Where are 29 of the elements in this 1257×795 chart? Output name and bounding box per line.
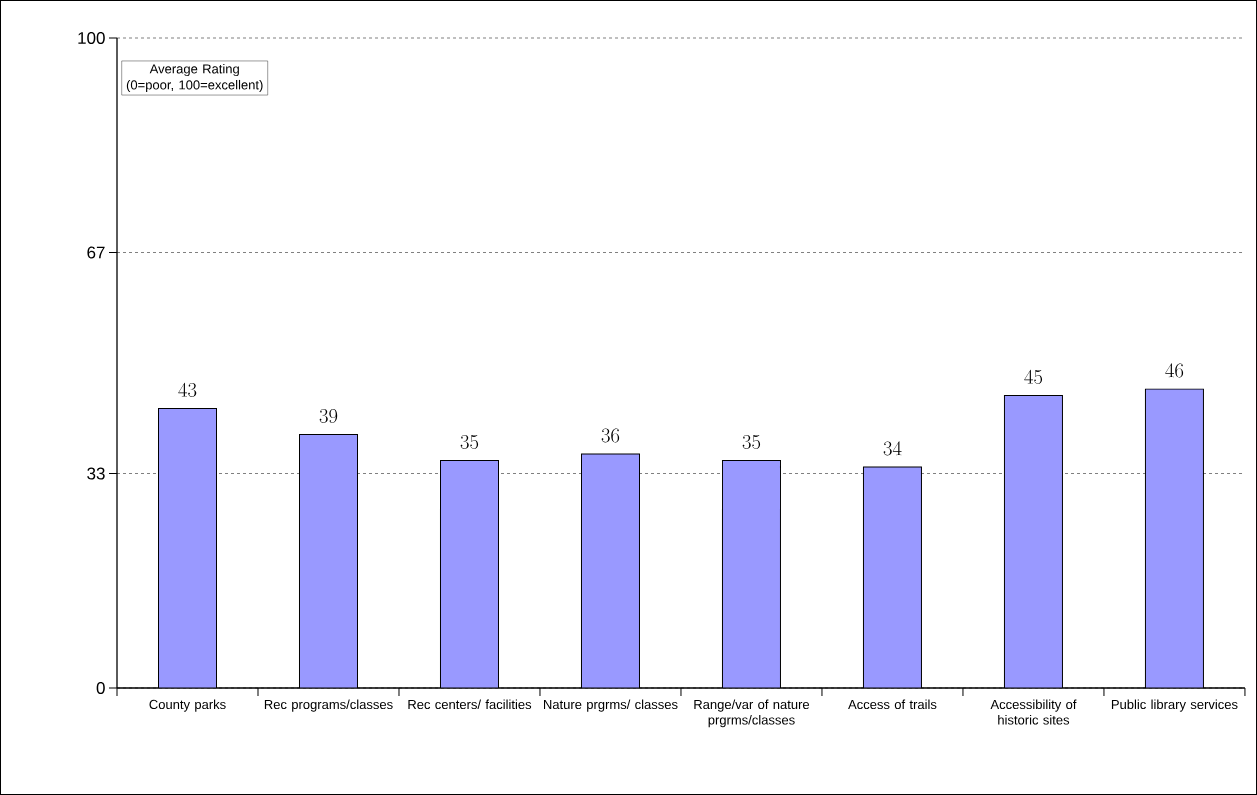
data-label: 45 [1024,369,1043,384]
bar [1144,388,1204,688]
x-tick-label: Rec programs/classes [264,699,393,712]
x-tick-label: Public library services [1111,699,1238,712]
data-label: 36 [601,428,620,443]
bar [158,407,217,688]
bar [1003,395,1063,688]
bar [721,460,781,688]
bar [298,433,358,688]
x-tick-label: Access of trails [848,699,937,710]
x-tick-label: Range/var of nature prgrms/classes [694,699,810,728]
data-label: 43 [178,382,197,397]
x-tick-label: Rec centers/ facilities [408,699,532,710]
bar [862,466,922,688]
data-label: 34 [883,441,902,456]
y-tick-label: 33 [87,467,105,480]
data-label: 35 [460,434,479,449]
y-tick-label: 0 [96,681,105,695]
data-label: 39 [319,408,338,423]
x-tick-label: County parks [149,699,226,712]
y-tick-label: 67 [87,246,105,259]
data-label: 46 [1165,363,1184,378]
bar [580,453,640,688]
x-tick-label: Accessibility of historic sites [990,699,1077,725]
x-tick-label: Nature prgrms/ classes [544,699,678,712]
data-label: 35 [742,434,761,449]
bar [439,460,499,688]
y-tick-label: 100 [78,31,105,45]
y-axis-title: Average Rating (0=poor, 100=excellent) [126,63,263,93]
